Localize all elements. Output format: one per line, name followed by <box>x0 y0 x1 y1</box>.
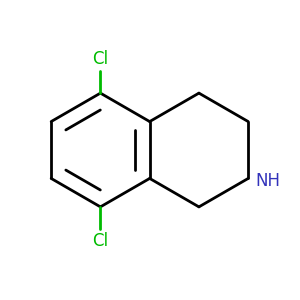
Text: Cl: Cl <box>92 50 109 68</box>
Text: NH: NH <box>256 172 280 190</box>
Text: Cl: Cl <box>92 232 109 250</box>
